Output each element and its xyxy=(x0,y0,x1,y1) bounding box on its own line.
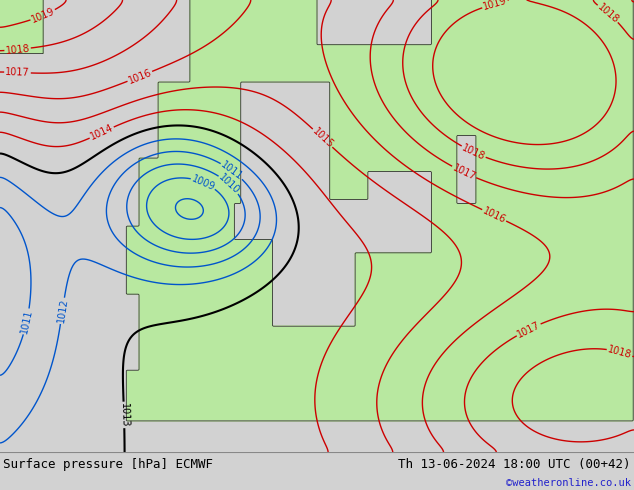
Text: 1018: 1018 xyxy=(460,143,487,162)
Text: 1018: 1018 xyxy=(5,43,30,55)
Text: 1018: 1018 xyxy=(595,1,621,25)
Text: 1019: 1019 xyxy=(482,0,508,12)
Text: 1017: 1017 xyxy=(451,163,477,182)
Text: 1016: 1016 xyxy=(127,67,153,86)
Text: Surface pressure [hPa] ECMWF: Surface pressure [hPa] ECMWF xyxy=(3,458,213,471)
Text: Th 13-06-2024 18:00 UTC (00+42): Th 13-06-2024 18:00 UTC (00+42) xyxy=(398,458,631,471)
Text: 1015: 1015 xyxy=(310,126,335,150)
Text: 1010: 1010 xyxy=(217,172,242,196)
Text: 1017: 1017 xyxy=(5,67,30,78)
Text: 1014: 1014 xyxy=(89,123,115,142)
Text: ©weatheronline.co.uk: ©weatheronline.co.uk xyxy=(506,478,631,488)
Text: 1017: 1017 xyxy=(515,319,542,340)
Text: 1011: 1011 xyxy=(219,159,245,182)
Text: 1011: 1011 xyxy=(19,309,34,335)
Text: 1018: 1018 xyxy=(607,344,633,360)
Text: 1016: 1016 xyxy=(481,205,507,225)
Text: 1013: 1013 xyxy=(119,402,129,427)
Text: 1012: 1012 xyxy=(56,298,69,324)
Text: 1019: 1019 xyxy=(30,6,56,25)
Text: 1009: 1009 xyxy=(190,173,217,192)
